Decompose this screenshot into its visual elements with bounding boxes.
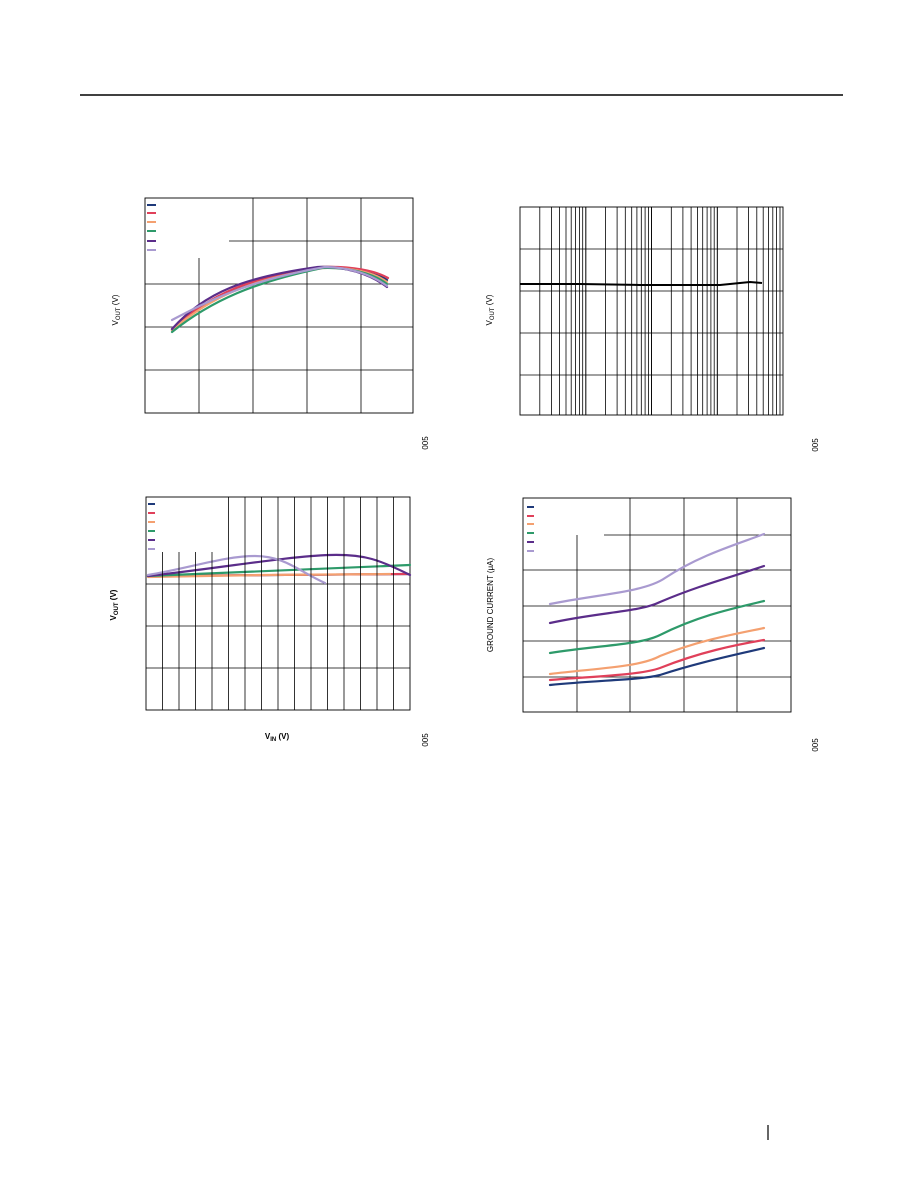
figure-code: 005 xyxy=(421,733,430,747)
figure-2: VOUT (V) 005 xyxy=(485,206,820,452)
legend-swatches xyxy=(527,506,534,552)
curves xyxy=(170,265,390,334)
figure-code: 005 xyxy=(811,438,820,452)
legend-swatches xyxy=(148,503,155,550)
y-axis-label: VOUT (V) xyxy=(111,294,122,325)
plot-frame xyxy=(144,197,414,414)
y-axis-label: VOUT (V) xyxy=(109,589,120,620)
y-axis-label: GROUND CURRENT (μA) xyxy=(486,558,495,653)
curves xyxy=(146,553,412,585)
figure-4: GROUND CURRENT (μA) 005 xyxy=(486,497,820,752)
x-axis-label: VIN (V) xyxy=(265,732,290,743)
figure-code: 005 xyxy=(811,738,820,752)
figure-1: VOUT (V) 005 xyxy=(111,197,430,450)
figure-3: VOUT (V) VIN (V) 005 xyxy=(109,496,430,747)
plot-frame xyxy=(522,497,792,713)
figure-code: 005 xyxy=(421,436,430,450)
y-axis-label: VOUT (V) xyxy=(485,294,496,325)
legend-swatches xyxy=(147,204,156,251)
curves xyxy=(548,532,766,687)
